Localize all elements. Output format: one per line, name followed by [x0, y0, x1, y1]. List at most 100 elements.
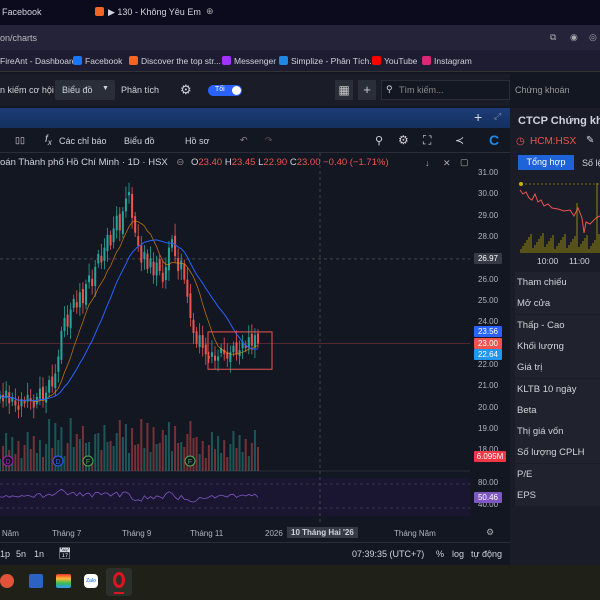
edit-icon[interactable]: ✎	[586, 135, 595, 146]
hide-legend-icon[interactable]: ⊖	[176, 157, 185, 168]
function-icon: fx	[45, 134, 52, 147]
bookmark[interactable]: Instagram	[422, 56, 472, 66]
soundcloud-icon	[95, 7, 104, 16]
stat-row: Giá trị	[515, 357, 600, 379]
opera-taskbar-button[interactable]	[106, 568, 132, 596]
candle-type-icon[interactable]: ▯▯	[15, 135, 25, 145]
maximize-icon[interactable]: ▢	[460, 157, 469, 167]
volume-bar	[152, 427, 155, 471]
add-panel-icon[interactable]: +	[474, 109, 483, 125]
arrow-down-icon[interactable]: ↓	[425, 158, 430, 168]
candle-body	[32, 401, 35, 408]
indicators-button[interactable]: Các chỉ báo	[59, 136, 107, 146]
powerpoint-icon[interactable]	[0, 574, 14, 588]
camera-icon[interactable]: ◉	[570, 32, 578, 42]
range-5n[interactable]: 5n	[16, 549, 27, 559]
candle-body	[149, 258, 152, 268]
chart-type-button[interactable]: Biểu đồ	[124, 136, 155, 146]
range-box-drawing[interactable]	[207, 331, 273, 370]
range-1p[interactable]: 1p	[0, 549, 11, 559]
candle-body	[69, 309, 72, 329]
bookmark[interactable]: Discover the top str...	[129, 56, 221, 66]
stat-label: Khối lượng	[517, 340, 564, 352]
event-label: D	[5, 459, 10, 466]
volume-bar	[192, 438, 195, 471]
volume-bar	[0, 459, 1, 471]
event-marker[interactable]	[2, 455, 14, 467]
profile-button[interactable]: Hồ sơ	[185, 136, 210, 146]
volume-bar	[207, 445, 210, 471]
word-icon[interactable]	[29, 574, 43, 588]
tab-music[interactable]: ▶ 130 - Không Yêu Em	[108, 7, 201, 17]
calendar-icon[interactable]: 📅︎	[58, 548, 72, 560]
zalo-icon[interactable]: Zalo	[84, 574, 98, 588]
candle-body	[137, 236, 140, 246]
volume-bar	[121, 437, 124, 471]
candle-body	[78, 292, 81, 308]
volume-bar	[198, 454, 201, 471]
bluestacks-icon[interactable]	[56, 574, 71, 588]
volume-bar	[214, 449, 216, 471]
ma-long-line	[0, 239, 258, 402]
url-text[interactable]: on/charts	[0, 33, 38, 43]
candle-body	[57, 356, 60, 372]
search-input[interactable]: ⚲ Tìm kiếm... Chứng khoán	[381, 80, 570, 100]
event-marker[interactable]	[82, 455, 94, 467]
search-scope[interactable]: Chứng khoán	[515, 85, 570, 95]
settings-icon[interactable]: ⚙	[398, 133, 409, 147]
bookmark[interactable]: Facebook	[73, 56, 122, 66]
shield-icon[interactable]: ◎	[589, 32, 597, 42]
add-button[interactable]: +	[358, 80, 376, 100]
candle-body	[201, 335, 204, 348]
candle-body	[26, 394, 29, 402]
tab-orders[interactable]: Số lệ	[582, 158, 600, 168]
ticker[interactable]: HCM:HSX	[530, 136, 577, 147]
bookmark[interactable]: Simplize - Phân Tích...	[279, 56, 376, 66]
app-toolbar: n kiếm cơ hội Biểu đồ ▼ Phân tích ⚙ Tối …	[0, 74, 570, 106]
rsi-pane	[0, 478, 470, 516]
undo-icon[interactable]: ↶	[240, 135, 248, 145]
theme-toggle[interactable]: Tối	[208, 85, 242, 96]
stat-row: Thấp - Cao	[515, 314, 600, 336]
expand-icon[interactable]: ⤢	[494, 111, 502, 121]
new-tab-button[interactable]: ⊕	[206, 6, 214, 16]
candle-body	[217, 356, 220, 361]
range-1n[interactable]: 1n	[34, 549, 45, 559]
auto-toggle[interactable]: tự động	[471, 549, 503, 559]
gear-icon[interactable]: ⚙	[180, 82, 192, 97]
percent-toggle[interactable]: %	[436, 549, 445, 559]
browser-tab-bar: Facebook ▶ 130 - Không Yêu Em ⊕	[0, 0, 600, 25]
nav-analysis[interactable]: Phân tích	[121, 85, 160, 95]
volume-bar	[229, 444, 232, 471]
price-axis-label: 19.00	[478, 423, 499, 433]
bookmark[interactable]: FireAnt - Dashboard	[0, 56, 77, 66]
nav-opportunity[interactable]: n kiếm cơ hội	[0, 85, 54, 95]
share-icon[interactable]: ≺	[455, 135, 465, 147]
event-marker[interactable]	[184, 455, 196, 467]
redo-icon[interactable]: ↷	[265, 135, 273, 145]
nav-chart-dropdown[interactable]	[55, 80, 115, 100]
tab-facebook[interactable]: Facebook	[2, 7, 42, 17]
log-toggle[interactable]: log	[452, 549, 465, 559]
volume-bar	[81, 426, 84, 471]
bookmark[interactable]: Messenger	[222, 56, 276, 66]
volume-bar	[253, 430, 256, 471]
volume-bar	[134, 445, 137, 471]
event-marker[interactable]	[52, 455, 64, 467]
volume-bar	[57, 440, 60, 471]
layout-grid-icon[interactable]: ▦	[335, 80, 353, 100]
tab-overview[interactable]: Tổng hợp	[518, 155, 574, 170]
axis-settings-icon[interactable]: ⚙	[486, 527, 495, 537]
bookmark-icon	[372, 56, 381, 65]
collapse-icon[interactable]: ✕	[443, 158, 451, 168]
zoom-icon[interactable]: ⚲	[375, 135, 384, 147]
share-icon[interactable]: ⧉	[550, 32, 557, 42]
candle-body	[140, 245, 143, 263]
address-bar[interactable]: on/charts ⧉ ◉ ◎	[0, 25, 600, 50]
time-axis-label: 2026	[265, 529, 283, 538]
bookmark[interactable]: YouTube	[372, 56, 417, 66]
stat-label: Thị giá vốn	[517, 426, 564, 438]
fullscreen-icon[interactable]: ⛶	[423, 133, 432, 147]
opera-icon	[113, 572, 125, 588]
